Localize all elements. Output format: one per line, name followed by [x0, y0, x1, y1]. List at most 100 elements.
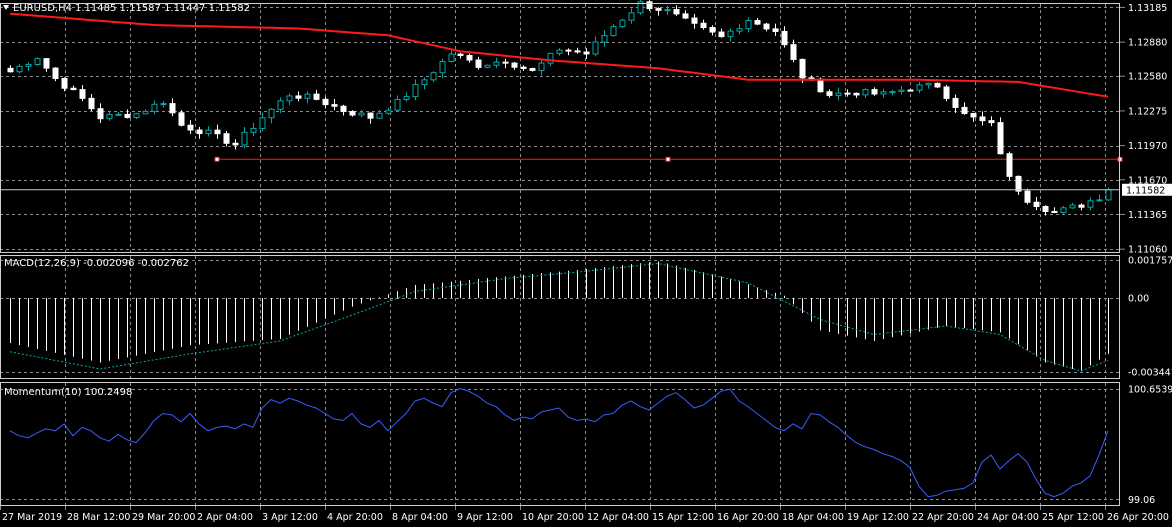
- candle-bear: [7, 67, 14, 73]
- macd-tick-label: 0.00: [1128, 293, 1149, 304]
- candle-bear: [700, 22, 707, 29]
- candle-bull: [286, 95, 293, 102]
- candle-bull: [664, 9, 671, 12]
- candle-bull: [304, 93, 311, 99]
- candle-bear: [79, 89, 86, 99]
- candle-bull: [601, 35, 608, 43]
- candle-bear: [97, 108, 104, 120]
- time-tick-label: 18 Apr 04:00: [782, 512, 844, 523]
- candle-bear: [214, 129, 221, 135]
- candle-bull: [880, 91, 887, 95]
- panel-border: [0, 255, 1120, 379]
- candle-bear: [871, 89, 878, 95]
- candle-bear: [790, 44, 797, 60]
- moving-average-line: [9, 12, 1109, 98]
- momentum-panel[interactable]: Momentum(10) 100.2498 100.6539 99.06: [4, 384, 1172, 505]
- candle-bull: [151, 103, 158, 112]
- candle-bull: [1105, 189, 1112, 201]
- candle-bear: [169, 103, 176, 114]
- time-tick-label: 28 Mar 12:00: [67, 512, 130, 523]
- candle-bear: [70, 87, 77, 91]
- macd-label: MACD(12,26,9) -0.002096 -0.002762: [4, 258, 189, 269]
- candle-bull: [889, 91, 896, 94]
- candle-bear: [691, 17, 698, 24]
- candle-bear: [961, 106, 968, 115]
- candle-bull: [403, 96, 410, 100]
- price-tick-label: 1.13185: [1128, 3, 1167, 14]
- candle-bear: [520, 66, 527, 69]
- grid-lines: [0, 4, 1120, 505]
- time-tick-label: 22 Apr 20:00: [912, 512, 974, 523]
- ohlc-values: 1.11485 1.11587 1.11447 1.11582: [75, 3, 250, 14]
- candle-bear: [1051, 210, 1058, 213]
- candle-bear: [799, 58, 806, 79]
- candle-bear: [367, 112, 374, 119]
- candle-bear: [583, 51, 590, 55]
- candle-bull: [394, 98, 401, 111]
- price-tick-label: 1.12580: [1128, 72, 1167, 83]
- momentum-tick-label: 99.06: [1128, 495, 1155, 506]
- candle-bear: [457, 53, 464, 57]
- momentum-line: [9, 387, 1109, 498]
- candle-bull: [1096, 199, 1103, 202]
- price-tick-label: 1.11670: [1128, 175, 1167, 186]
- candle-bull: [592, 41, 599, 55]
- candle-bear: [844, 92, 851, 95]
- candle-bull: [637, 1, 644, 14]
- candle-bull: [835, 92, 842, 96]
- current-price-box: 1.11582: [1122, 183, 1172, 196]
- candle-bull: [745, 20, 752, 30]
- candle-bull: [493, 61, 500, 66]
- macd-axis: 0.001757 0.00 -0.003441: [1128, 256, 1172, 379]
- time-axis: 27 Mar 2019 28 Mar 12:00 29 Mar 20:00 2 Apr…: [0, 505, 1169, 523]
- candle-bear: [502, 61, 509, 64]
- candle-bear: [763, 23, 770, 30]
- candle-bull: [538, 62, 545, 71]
- time-tick-label: 25 Apr 12:00: [1042, 512, 1104, 523]
- line-anchor-handle: [214, 156, 220, 162]
- momentum-label: Momentum(10) 100.2498: [4, 387, 132, 398]
- time-tick-label: 19 Apr 12:00: [847, 512, 909, 523]
- candle-bear: [1078, 204, 1085, 208]
- candle-bull: [142, 110, 149, 115]
- candle-bull: [250, 127, 257, 133]
- candle-bear: [178, 112, 185, 126]
- candle-bull: [547, 52, 554, 64]
- candle-bull: [160, 103, 167, 106]
- candle-bull: [421, 79, 428, 86]
- candle-bull: [610, 26, 617, 37]
- candle-bull: [241, 131, 248, 146]
- candle-bull: [277, 100, 284, 110]
- candle-bear: [1024, 190, 1031, 203]
- candle-bear: [1015, 175, 1022, 192]
- candle-bear: [709, 27, 716, 33]
- time-tick-label: 12 Apr 04:00: [587, 512, 649, 523]
- candle-bull: [106, 113, 113, 120]
- candle-bear: [655, 8, 662, 11]
- time-tick-label: 26 Apr 20:00: [1107, 512, 1169, 523]
- candle-bull: [619, 19, 626, 28]
- horizontal-line[interactable]: [214, 156, 1123, 162]
- candle-bull: [376, 112, 383, 119]
- candle-bear: [124, 113, 131, 119]
- price-tick-label: 1.11970: [1128, 141, 1167, 152]
- candle-bull: [1060, 207, 1067, 213]
- candle-bear: [565, 49, 572, 52]
- time-tick-label: 8 Apr 04:00: [392, 512, 448, 523]
- candle-bear: [349, 111, 356, 116]
- candle-bull: [133, 113, 140, 119]
- candle-bull: [916, 84, 923, 91]
- candle-bear: [988, 120, 995, 124]
- candle-bear: [826, 91, 833, 96]
- price-tick-label: 1.11365: [1128, 210, 1167, 221]
- macd-panel[interactable]: MACD(12,26,9) -0.002096 -0.002762 0.0017…: [4, 256, 1172, 379]
- candle-bull: [16, 65, 23, 73]
- candle-bear: [466, 55, 473, 61]
- price-panel[interactable]: EURUSD,H4 1.11485 1.11587 1.11447 1.1158…: [0, 0, 1172, 256]
- candle-bear: [313, 93, 320, 100]
- candle-bull: [556, 49, 563, 54]
- candle-bull: [268, 108, 275, 119]
- symbol-arrow-icon: [3, 5, 9, 10]
- candle-bear: [817, 78, 824, 93]
